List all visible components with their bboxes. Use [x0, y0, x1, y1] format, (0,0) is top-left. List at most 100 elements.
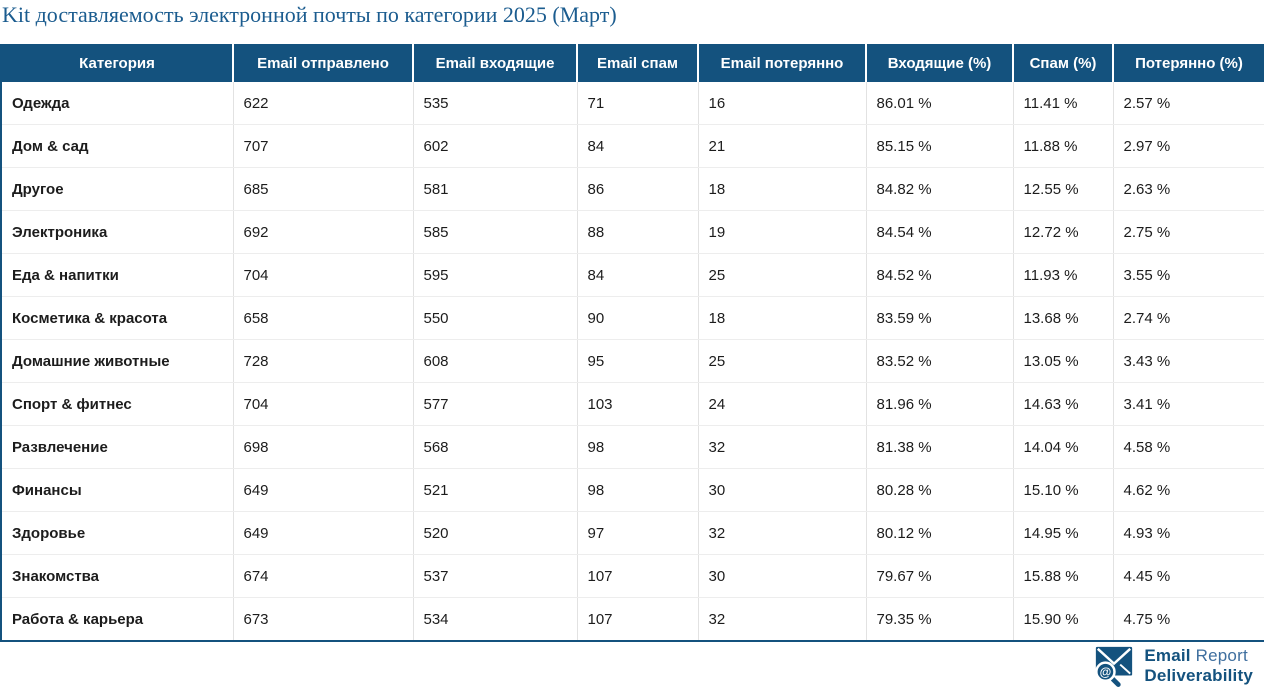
brand-logo-text: Email Report Deliverability	[1144, 646, 1253, 686]
value-cell: 83.52 %	[866, 339, 1014, 383]
value-cell: 4.58 %	[1113, 425, 1264, 469]
value-cell: 79.67 %	[866, 554, 1014, 598]
table-row: Знакомства 674 537 107 30 79.67 % 15.88 % 4.45 …	[1, 554, 1264, 598]
brand-logo-deliverability: Deliverability	[1144, 666, 1253, 685]
value-cell: 534	[413, 597, 578, 641]
value-cell: 90	[577, 296, 699, 340]
value-cell: 4.45 %	[1113, 554, 1264, 598]
category-cell: Развлечение	[1, 425, 234, 469]
table-row: Здоровье 649 520 97 32 80.12 % 14.95 % 4.93 %	[1, 511, 1264, 555]
value-cell: 80.28 %	[866, 468, 1014, 512]
column-header-inbox-pct: Входящие (%)	[866, 44, 1014, 82]
value-cell: 103	[577, 382, 699, 426]
deliverability-table: Категория Email отправлено Email входящи…	[0, 44, 1264, 642]
value-cell: 658	[233, 296, 414, 340]
table-header: Категория Email отправлено Email входящи…	[1, 44, 1264, 82]
brand-logo-report: Report	[1190, 646, 1248, 665]
header-row: Категория Email отправлено Email входящи…	[1, 44, 1264, 82]
value-cell: 13.05 %	[1013, 339, 1114, 383]
table-row: Другое 685 581 86 18 84.82 % 12.55 % 2.63 %	[1, 167, 1264, 211]
category-cell: Другое	[1, 167, 234, 211]
column-header-category: Категория	[1, 44, 234, 82]
value-cell: 13.68 %	[1013, 296, 1114, 340]
brand-logo: @ Email Report Deliverability	[1091, 645, 1253, 687]
value-cell: 707	[233, 124, 414, 168]
table-row: Еда & напитки 704 595 84 25 84.52 % 11.93 % 3.5…	[1, 253, 1264, 297]
value-cell: 15.10 %	[1013, 468, 1114, 512]
value-cell: 704	[233, 253, 414, 297]
value-cell: 585	[413, 210, 578, 254]
value-cell: 704	[233, 382, 414, 426]
value-cell: 608	[413, 339, 578, 383]
value-cell: 79.35 %	[866, 597, 1014, 641]
value-cell: 698	[233, 425, 414, 469]
table-row: Электроника 692 585 88 19 84.54 % 12.72 % 2.75 …	[1, 210, 1264, 254]
value-cell: 550	[413, 296, 578, 340]
value-cell: 15.88 %	[1013, 554, 1114, 598]
value-cell: 81.38 %	[866, 425, 1014, 469]
value-cell: 14.63 %	[1013, 382, 1114, 426]
at-symbol: @	[1100, 665, 1112, 679]
value-cell: 3.41 %	[1113, 382, 1264, 426]
table-row: Работа & карьера 673 534 107 32 79.35 % 15.90 …	[1, 597, 1264, 641]
column-header-inbox: Email входящие	[413, 44, 578, 82]
value-cell: 11.93 %	[1013, 253, 1114, 297]
value-cell: 521	[413, 468, 578, 512]
value-cell: 18	[698, 167, 867, 211]
value-cell: 86	[577, 167, 699, 211]
value-cell: 3.43 %	[1113, 339, 1264, 383]
value-cell: 107	[577, 597, 699, 641]
value-cell: 30	[698, 554, 867, 598]
value-cell: 568	[413, 425, 578, 469]
value-cell: 692	[233, 210, 414, 254]
value-cell: 581	[413, 167, 578, 211]
value-cell: 97	[577, 511, 699, 555]
value-cell: 81.96 %	[866, 382, 1014, 426]
value-cell: 18	[698, 296, 867, 340]
category-cell: Одежда	[1, 82, 234, 125]
value-cell: 95	[577, 339, 699, 383]
table-row: Домашние животные 728 608 95 25 83.52 % 13.05 …	[1, 339, 1264, 383]
value-cell: 11.88 %	[1013, 124, 1114, 168]
value-cell: 85.15 %	[866, 124, 1014, 168]
category-cell: Спорт & фитнес	[1, 382, 234, 426]
category-cell: Здоровье	[1, 511, 234, 555]
value-cell: 24	[698, 382, 867, 426]
value-cell: 728	[233, 339, 414, 383]
value-cell: 3.55 %	[1113, 253, 1264, 297]
value-cell: 21	[698, 124, 867, 168]
value-cell: 673	[233, 597, 414, 641]
value-cell: 2.75 %	[1113, 210, 1264, 254]
value-cell: 98	[577, 425, 699, 469]
value-cell: 25	[698, 339, 867, 383]
value-cell: 4.75 %	[1113, 597, 1264, 641]
table-row: Одежда 622 535 71 16 86.01 % 11.41 % 2.57 %	[1, 82, 1264, 125]
value-cell: 602	[413, 124, 578, 168]
value-cell: 84.54 %	[866, 210, 1014, 254]
brand-logo-email: Email	[1144, 646, 1191, 665]
value-cell: 4.62 %	[1113, 468, 1264, 512]
value-cell: 12.55 %	[1013, 167, 1114, 211]
value-cell: 685	[233, 167, 414, 211]
value-cell: 32	[698, 425, 867, 469]
category-cell: Еда & напитки	[1, 253, 234, 297]
category-cell: Дом & сад	[1, 124, 234, 168]
value-cell: 84	[577, 253, 699, 297]
value-cell: 84.52 %	[866, 253, 1014, 297]
value-cell: 80.12 %	[866, 511, 1014, 555]
value-cell: 25	[698, 253, 867, 297]
value-cell: 16	[698, 82, 867, 125]
value-cell: 2.74 %	[1113, 296, 1264, 340]
value-cell: 83.59 %	[866, 296, 1014, 340]
column-header-lost-pct: Потерянно (%)	[1113, 44, 1264, 82]
value-cell: 14.95 %	[1013, 511, 1114, 555]
category-cell: Косметика & красота	[1, 296, 234, 340]
value-cell: 107	[577, 554, 699, 598]
table-row: Спорт & фитнес 704 577 103 24 81.96 % 14.63 % 3…	[1, 382, 1264, 426]
value-cell: 86.01 %	[866, 82, 1014, 125]
value-cell: 88	[577, 210, 699, 254]
value-cell: 32	[698, 597, 867, 641]
value-cell: 2.63 %	[1113, 167, 1264, 211]
table-row: Финансы 649 521 98 30 80.28 % 15.10 % 4.62 %	[1, 468, 1264, 512]
value-cell: 30	[698, 468, 867, 512]
